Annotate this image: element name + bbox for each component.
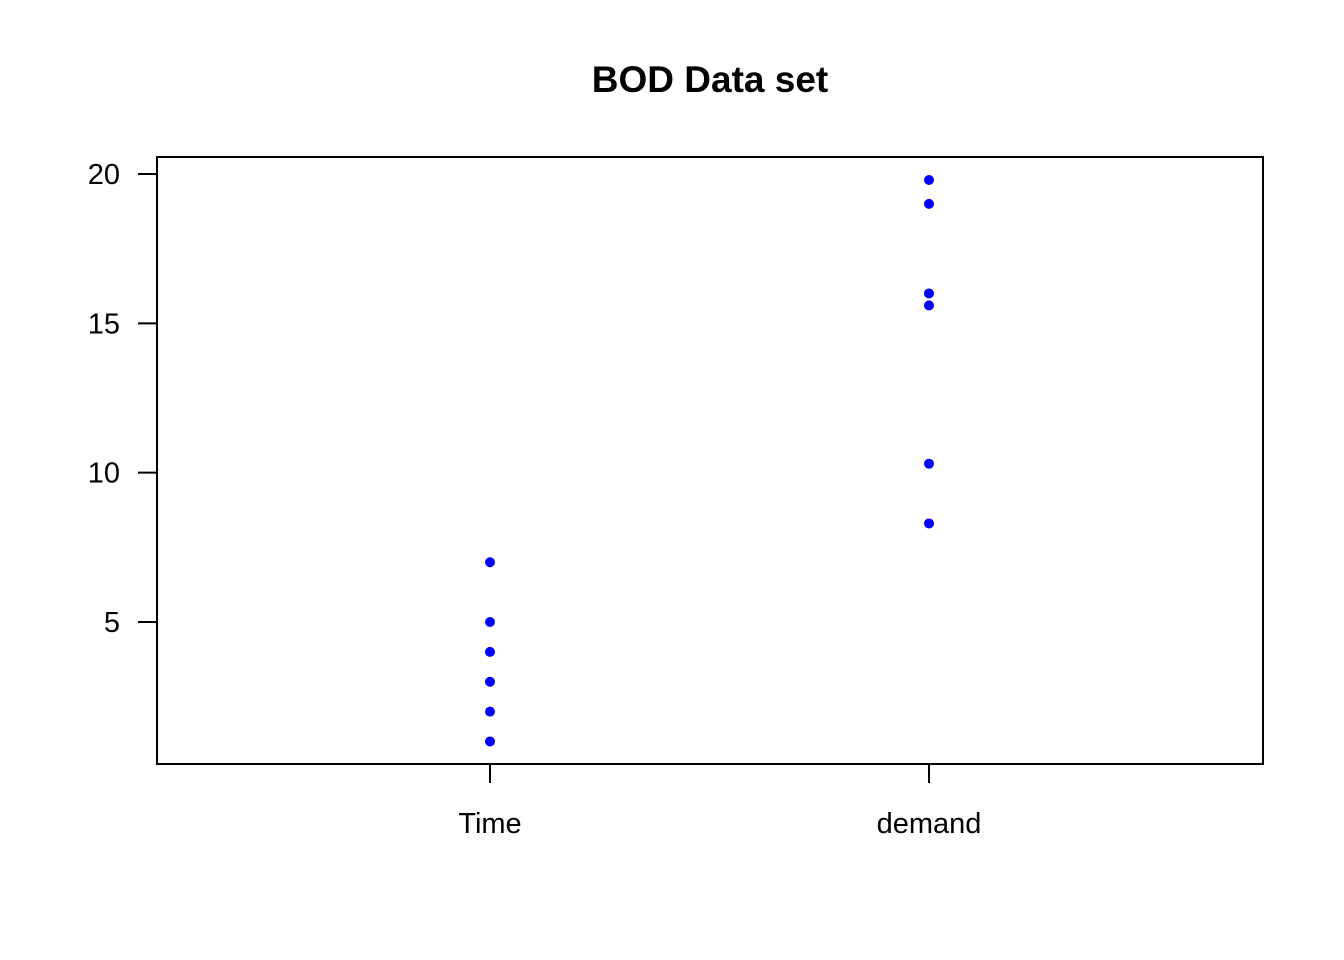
y-tick-label: 10 xyxy=(88,458,120,490)
chart-title: BOD Data set xyxy=(592,59,828,100)
y-tick-label: 5 xyxy=(104,607,120,639)
data-point xyxy=(924,300,934,311)
data-point xyxy=(924,518,934,529)
data-point xyxy=(924,458,934,469)
data-point xyxy=(485,736,495,747)
data-point xyxy=(485,706,495,717)
x-tick-label: Time xyxy=(458,808,521,840)
plot-area-frame xyxy=(156,156,1264,765)
y-axis: 5 10 15 20 xyxy=(88,159,157,639)
y-tick-label: 20 xyxy=(88,159,120,191)
x-axis: Time demand xyxy=(458,764,981,840)
x-tick-label: demand xyxy=(877,808,982,840)
data-point xyxy=(924,198,934,209)
data-point xyxy=(924,288,934,299)
data-point xyxy=(924,174,934,185)
data-point xyxy=(485,646,495,657)
data-points xyxy=(485,174,934,747)
data-point xyxy=(485,617,495,627)
data-point xyxy=(485,557,495,568)
y-tick-label: 15 xyxy=(88,308,120,340)
data-point xyxy=(485,676,495,687)
